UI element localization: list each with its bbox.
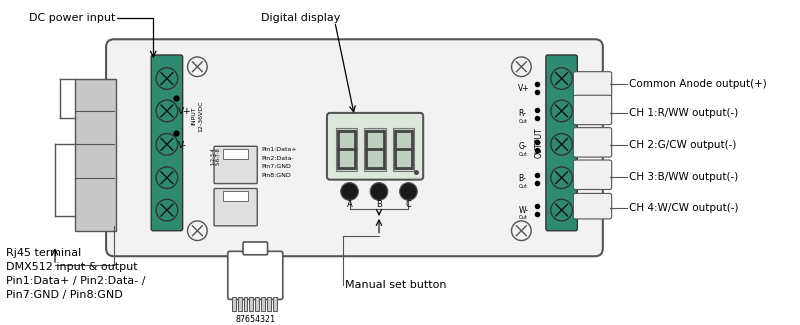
Circle shape <box>156 100 178 122</box>
FancyBboxPatch shape <box>243 242 267 255</box>
Bar <box>228 215 230 223</box>
Bar <box>228 173 230 181</box>
FancyBboxPatch shape <box>106 39 603 256</box>
FancyBboxPatch shape <box>574 128 612 157</box>
FancyBboxPatch shape <box>574 193 612 219</box>
Circle shape <box>551 100 573 122</box>
FancyBboxPatch shape <box>574 160 612 189</box>
Bar <box>250 297 254 311</box>
Bar <box>224 173 227 181</box>
Text: CH 3:B/WW output(-): CH 3:B/WW output(-) <box>630 172 738 182</box>
Text: Pin8:GND: Pin8:GND <box>261 173 291 178</box>
Circle shape <box>551 134 573 155</box>
Text: V+: V+ <box>178 108 191 116</box>
Circle shape <box>187 57 207 77</box>
Text: Pin1:Data+ / Pin2:Data- /: Pin1:Data+ / Pin2:Data- / <box>6 276 146 286</box>
Bar <box>238 297 242 311</box>
Bar <box>216 173 219 181</box>
Circle shape <box>187 221 207 240</box>
Bar <box>393 128 414 171</box>
Text: Rj45 terminal: Rj45 terminal <box>6 248 81 258</box>
Bar <box>220 215 223 223</box>
FancyBboxPatch shape <box>574 72 612 97</box>
Bar <box>216 215 219 223</box>
Circle shape <box>156 167 178 188</box>
Bar <box>223 149 249 159</box>
Text: CH 2:G/CW output(-): CH 2:G/CW output(-) <box>630 140 737 150</box>
Bar <box>232 173 234 181</box>
Text: DC power input: DC power input <box>29 13 115 23</box>
Bar <box>224 215 227 223</box>
Bar <box>220 173 223 181</box>
Text: Pin2:Data-: Pin2:Data- <box>261 156 294 161</box>
Bar <box>261 297 265 311</box>
Text: R-: R- <box>518 110 526 118</box>
Bar <box>236 215 238 223</box>
Bar <box>267 297 271 311</box>
Text: G-: G- <box>518 142 527 151</box>
Text: Pin7:GND / Pin8:GND: Pin7:GND / Pin8:GND <box>6 290 122 300</box>
Text: Common Anode output(+): Common Anode output(+) <box>630 79 767 89</box>
Circle shape <box>511 57 531 77</box>
Text: 1-2-3-4
5-6-7-8: 1-2-3-4 5-6-7-8 <box>210 147 221 165</box>
FancyBboxPatch shape <box>327 113 423 180</box>
Bar <box>232 215 234 223</box>
Text: A: A <box>346 200 353 209</box>
Text: Out: Out <box>518 215 527 220</box>
Text: OUTPUT: OUTPUT <box>534 127 543 158</box>
FancyBboxPatch shape <box>228 251 282 299</box>
Bar <box>232 297 236 311</box>
Text: Pin7:GND: Pin7:GND <box>261 164 291 169</box>
Circle shape <box>370 183 388 200</box>
Text: Out: Out <box>518 119 527 124</box>
Bar <box>255 297 259 311</box>
Text: Digital display: Digital display <box>261 13 341 23</box>
Text: INPUT
12-36VDC: INPUT 12-36VDC <box>192 100 203 132</box>
Text: V-: V- <box>178 141 186 150</box>
FancyBboxPatch shape <box>214 188 258 226</box>
Circle shape <box>551 68 573 89</box>
Circle shape <box>400 183 418 200</box>
Text: V+: V+ <box>518 84 530 93</box>
Bar <box>236 173 238 181</box>
Text: Manual set button: Manual set button <box>345 280 446 290</box>
Text: B: B <box>376 200 382 209</box>
Bar <box>243 297 247 311</box>
FancyBboxPatch shape <box>151 55 182 231</box>
Circle shape <box>156 134 178 155</box>
Bar <box>273 297 277 311</box>
Bar <box>336 128 358 171</box>
FancyBboxPatch shape <box>574 95 612 125</box>
Circle shape <box>511 221 531 240</box>
Text: CH 4:W/CW output(-): CH 4:W/CW output(-) <box>630 203 739 213</box>
Bar <box>239 215 242 223</box>
Text: 87654321: 87654321 <box>235 315 275 324</box>
Circle shape <box>341 183 358 200</box>
Bar <box>243 215 246 223</box>
Bar <box>364 128 386 171</box>
Text: DMX512 input & output: DMX512 input & output <box>6 262 138 272</box>
FancyBboxPatch shape <box>214 146 258 184</box>
Bar <box>74 79 116 231</box>
Text: B-: B- <box>518 174 526 183</box>
Bar <box>223 191 249 201</box>
Circle shape <box>551 199 573 221</box>
Text: C: C <box>406 200 411 209</box>
Text: Out: Out <box>518 152 527 157</box>
FancyBboxPatch shape <box>546 55 578 231</box>
Circle shape <box>156 68 178 89</box>
Circle shape <box>551 167 573 188</box>
Bar <box>243 173 246 181</box>
Text: Pin1:Data+: Pin1:Data+ <box>261 147 297 152</box>
Text: W-: W- <box>518 206 529 214</box>
Circle shape <box>156 199 178 221</box>
Text: CH 1:R/WW output(-): CH 1:R/WW output(-) <box>630 108 738 118</box>
Text: Out: Out <box>518 184 527 189</box>
Bar <box>239 173 242 181</box>
